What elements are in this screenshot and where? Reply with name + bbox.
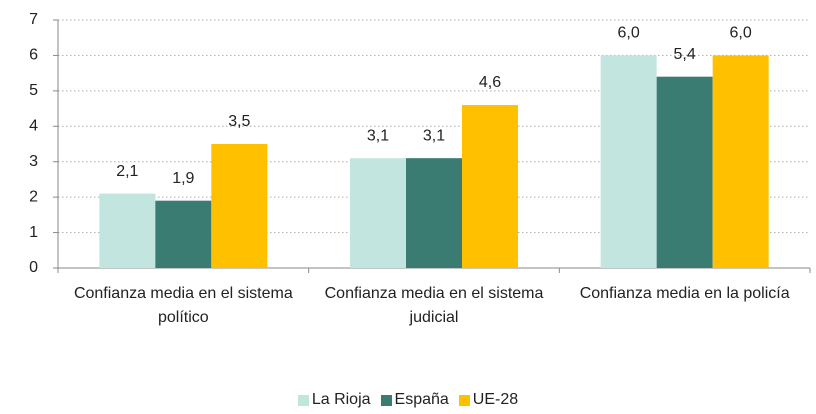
- legend-item: España: [380, 391, 449, 409]
- y-tick-label: 4: [29, 118, 38, 135]
- legend-label: España: [394, 391, 449, 408]
- bar: [406, 158, 462, 268]
- data-label: 3,5: [228, 113, 250, 130]
- bar: [600, 55, 657, 268]
- legend-item: UE-28: [458, 391, 519, 409]
- data-label: 4,6: [479, 74, 501, 91]
- data-label: 1,9: [172, 170, 194, 187]
- data-label: 3,1: [423, 127, 445, 144]
- y-tick-label: 3: [29, 153, 38, 170]
- legend-item: La Rioja: [297, 391, 371, 409]
- bar: [211, 144, 268, 268]
- y-tick-label: 6: [29, 47, 38, 64]
- legend-swatch: [297, 394, 309, 406]
- bar: [656, 76, 713, 268]
- legend-label: La Rioja: [311, 391, 371, 408]
- bar: [462, 105, 518, 269]
- data-label: 6,0: [730, 25, 752, 42]
- y-tick-label: 2: [29, 188, 38, 205]
- data-label: 5,4: [674, 46, 696, 63]
- data-label: 6,0: [618, 25, 640, 42]
- x-tick-label: Confianza media en el sistema político: [73, 285, 293, 326]
- y-tick-label: 0: [29, 259, 38, 276]
- bar: [350, 158, 406, 268]
- bar: [155, 200, 212, 268]
- data-label: 3,1: [367, 127, 389, 144]
- bar: [99, 193, 156, 268]
- x-tick-label: Confianza media en el sistema judicial: [324, 285, 544, 326]
- y-tick-label: 5: [29, 82, 38, 99]
- y-tick-label: 1: [29, 224, 38, 241]
- legend-swatch: [380, 394, 392, 406]
- legend-swatch: [458, 394, 470, 406]
- legend: La Rioja España UE-28: [0, 391, 816, 409]
- bar: [712, 55, 769, 268]
- x-tick-label: Confianza media en la policía: [579, 285, 790, 302]
- data-label: 2,1: [116, 163, 138, 180]
- legend-label: UE-28: [472, 391, 519, 408]
- y-tick-label: 7: [29, 11, 38, 28]
